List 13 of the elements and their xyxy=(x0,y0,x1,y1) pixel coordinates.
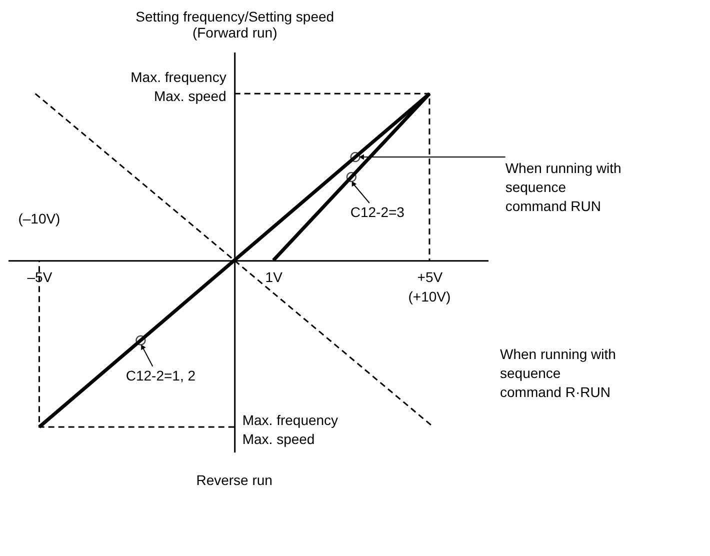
y-axis-title: Setting frequency/Setting speed (Forward run) xyxy=(136,8,334,40)
x-tick-label: –5V xyxy=(27,268,53,285)
annotation: C12-2=3 xyxy=(350,204,405,220)
annotation: Max. frequency Max. speed xyxy=(130,69,226,104)
annotation: When running with sequence command RUN xyxy=(505,160,622,214)
annotation: (–10V) xyxy=(18,210,60,226)
annotation: C12-2=1, 2 xyxy=(126,367,196,384)
text: Reverse run xyxy=(196,472,272,488)
text: When running with sequence command R·RUN xyxy=(500,346,616,400)
x-tick-label: 1V xyxy=(265,268,284,285)
annotation: Max. frequency Max. speed xyxy=(242,412,338,447)
annotation: (+10V) xyxy=(408,288,451,304)
x-tick-label: +5V xyxy=(417,268,444,285)
